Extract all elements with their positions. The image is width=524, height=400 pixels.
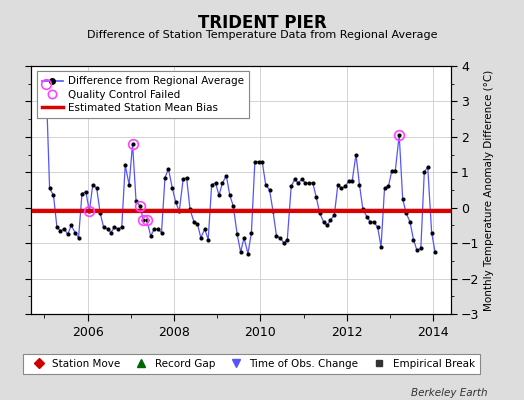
Legend: Station Move, Record Gap, Time of Obs. Change, Empirical Break: Station Move, Record Gap, Time of Obs. C…	[23, 354, 480, 374]
Legend: Difference from Regional Average, Quality Control Failed, Estimated Station Mean: Difference from Regional Average, Qualit…	[37, 71, 249, 118]
Text: Berkeley Earth: Berkeley Earth	[411, 388, 487, 398]
Text: TRIDENT PIER: TRIDENT PIER	[198, 14, 326, 32]
Text: Difference of Station Temperature Data from Regional Average: Difference of Station Temperature Data f…	[87, 30, 437, 40]
Y-axis label: Monthly Temperature Anomaly Difference (°C): Monthly Temperature Anomaly Difference (…	[484, 69, 494, 311]
